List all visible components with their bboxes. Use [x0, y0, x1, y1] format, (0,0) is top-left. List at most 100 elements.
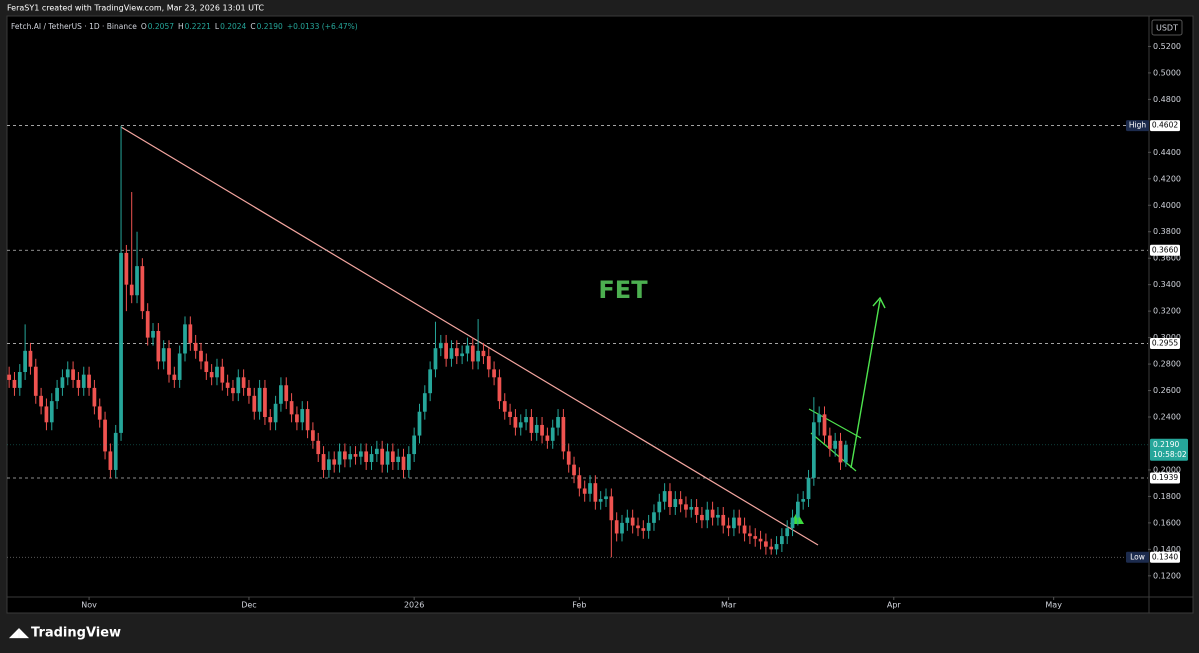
candle-body	[566, 451, 571, 465]
y-tick-label: 0.1200	[1153, 571, 1181, 580]
candle-body	[188, 324, 193, 343]
level-label: 0.4602	[1152, 121, 1178, 130]
candle-body	[231, 387, 235, 394]
legend-o-key: O	[141, 22, 147, 31]
candle-body	[625, 517, 630, 523]
candle-body	[817, 414, 822, 423]
arrow-head	[872, 296, 886, 309]
candle-body	[92, 387, 97, 407]
candle-body	[652, 512, 656, 523]
candle-body	[694, 507, 699, 515]
candle-body	[17, 372, 22, 388]
candle-body	[843, 444, 848, 463]
level-tag-box	[1126, 120, 1149, 132]
candle-body	[465, 345, 470, 354]
y-tick-label: 0.4400	[1153, 148, 1181, 157]
candle-body	[764, 541, 768, 547]
candle-body	[305, 409, 310, 431]
candle-body	[827, 435, 832, 449]
candle-body	[129, 284, 134, 296]
candle-body	[119, 252, 123, 433]
candle-body	[662, 491, 667, 502]
candle-body	[113, 432, 118, 470]
candle-body	[76, 379, 81, 388]
candle-body	[806, 477, 811, 500]
candle-body	[716, 514, 720, 518]
level-label-box	[1150, 120, 1180, 132]
candle-body	[726, 525, 731, 529]
x-tick-label: Apr	[887, 601, 902, 610]
candle-body	[561, 417, 566, 452]
candle-body	[454, 348, 459, 357]
candle-body	[156, 330, 161, 362]
candle-body	[774, 544, 779, 550]
candle-body	[673, 499, 678, 508]
candle-body	[289, 401, 294, 415]
candle-body	[71, 369, 75, 380]
candle-body	[550, 427, 555, 441]
candle-body	[199, 350, 203, 362]
candle-body	[657, 501, 662, 513]
candle-body	[55, 387, 59, 402]
level-label: 0.3660	[1152, 245, 1178, 254]
candle-body	[33, 366, 38, 396]
header-credit: FeraSY1 created with TradingView.com, Ma…	[7, 4, 264, 13]
x-tick-label: Nov	[81, 601, 97, 610]
trendline	[120, 126, 819, 546]
y-tick-label: 0.3600	[1153, 254, 1181, 263]
candle-body	[406, 454, 411, 470]
candle-body	[556, 417, 560, 428]
candle-body	[369, 454, 374, 463]
candle-body	[167, 348, 171, 375]
candle-body	[380, 448, 385, 465]
candle-body	[60, 377, 65, 388]
candle-body	[12, 379, 17, 388]
candle-body	[343, 451, 347, 460]
candle-body	[300, 409, 305, 423]
candle-body	[801, 499, 806, 502]
candle-body	[598, 499, 603, 502]
candle-body	[433, 348, 438, 370]
y-tick-label: 0.3000	[1153, 333, 1181, 342]
candle-body	[23, 350, 27, 373]
candle-body	[769, 546, 774, 550]
candle-body	[838, 440, 843, 463]
candle-body	[108, 451, 113, 470]
candle-body	[81, 374, 86, 388]
candle-body	[337, 451, 342, 465]
y-tick-label: 0.1600	[1153, 518, 1181, 527]
candle-body	[758, 538, 763, 542]
y-tick-label: 0.2800	[1153, 360, 1181, 369]
candle-body	[428, 369, 433, 394]
x-tick-label: Dec	[241, 601, 256, 610]
level-label-box	[1150, 551, 1180, 563]
legend-change: +0.0133 (+6.47%)	[287, 22, 358, 31]
candle-body	[103, 419, 107, 452]
candle-body	[145, 311, 150, 338]
candle-body	[412, 435, 417, 455]
candle-body	[449, 348, 454, 359]
candle-body	[135, 266, 139, 296]
y-tick-label: 0.3200	[1153, 307, 1181, 316]
candle-body	[476, 350, 480, 362]
legend-c-key: C	[250, 22, 255, 31]
y-tick-label: 0.5000	[1153, 68, 1181, 77]
candle-body	[481, 350, 486, 357]
y-tick-label: 0.4000	[1153, 201, 1181, 210]
candle-body	[492, 369, 496, 378]
candle-body	[295, 414, 299, 423]
candle-body	[572, 464, 576, 476]
candle-body	[721, 514, 726, 526]
flag-lower	[810, 432, 857, 472]
candle-body	[593, 483, 598, 502]
level-label-box	[1150, 472, 1180, 484]
candle-body	[364, 451, 369, 463]
candle-body	[748, 533, 752, 537]
y-tick-label: 0.1400	[1153, 545, 1181, 554]
candle-body	[588, 483, 592, 494]
candle-body	[390, 451, 395, 463]
candle-body	[785, 528, 790, 537]
candle-body	[7, 374, 11, 380]
candle-body	[417, 411, 422, 436]
